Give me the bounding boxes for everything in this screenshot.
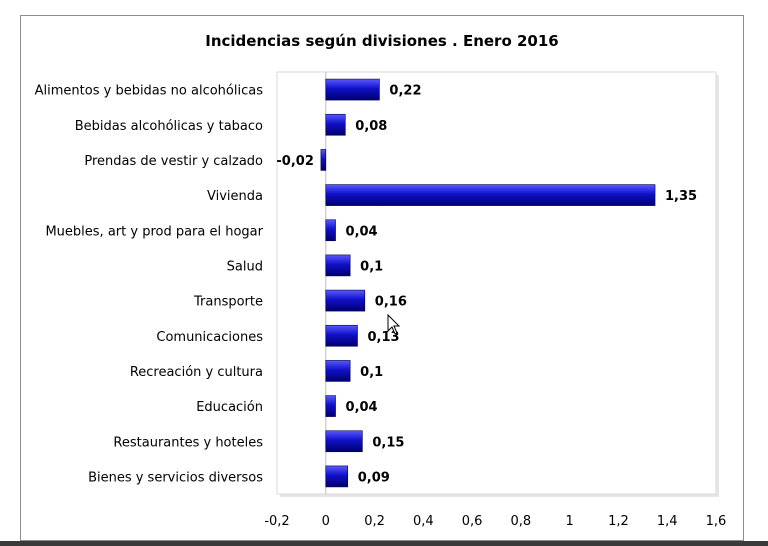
category-label: Bienes y servicios diversos — [88, 470, 263, 485]
value-label: 0,15 — [372, 435, 404, 450]
value-label: -0,02 — [276, 154, 313, 169]
bar — [325, 465, 349, 488]
mouse-cursor-icon — [387, 313, 401, 335]
bar — [325, 430, 363, 453]
bar — [320, 149, 327, 171]
bar — [325, 395, 336, 417]
x-tick-label: -0,2 — [264, 514, 289, 529]
category-labels: Alimentos y bebidas no alcohólicas Bebida… — [35, 84, 264, 486]
x-tick-label: 1 — [566, 514, 574, 529]
category-label: Transporte — [193, 295, 263, 310]
x-tick-label: 0 — [322, 514, 330, 529]
x-tick-label: 0,8 — [511, 514, 532, 529]
value-label: 0,22 — [389, 84, 421, 99]
bar — [325, 78, 380, 101]
x-tick-label: 0,6 — [462, 514, 483, 529]
value-label: 0,08 — [355, 119, 387, 134]
value-label: 0,1 — [360, 259, 383, 274]
x-tick-label: 1,6 — [706, 514, 727, 529]
bar — [325, 254, 351, 277]
bar — [325, 289, 366, 312]
category-label: Muebles, art y prod para el hogar — [45, 224, 263, 239]
value-label: 0,16 — [375, 295, 407, 310]
bottom-strip — [0, 541, 768, 546]
chart-title: Incidencias según divisiones . Enero 201… — [205, 32, 559, 50]
value-label: 1,35 — [665, 189, 697, 204]
plot-area — [276, 71, 719, 497]
plot-box — [276, 71, 717, 495]
category-label: Alimentos y bebidas no alcohólicas — [35, 84, 264, 99]
value-label: 0,09 — [358, 470, 390, 485]
x-tick-label: 0,2 — [364, 514, 385, 529]
x-tick-label: 1,2 — [608, 514, 629, 529]
value-label: 0,04 — [346, 400, 378, 415]
category-label: Educación — [196, 400, 263, 415]
category-label: Recreación y cultura — [130, 365, 263, 380]
bar — [325, 324, 358, 347]
bar — [325, 219, 336, 242]
x-tick-label: 1,4 — [657, 514, 678, 529]
category-label: Bebidas alcohólicas y tabaco — [75, 119, 263, 134]
bars-group — [320, 78, 656, 488]
category-label: Vivienda — [207, 189, 263, 204]
value-label: 0,04 — [346, 224, 378, 239]
x-tick-labels: -0,2 0 0,2 0,4 0,6 0,8 1 1,2 1,4 1,6 — [264, 514, 726, 529]
value-labels: 0,22 0,08 -0,02 1,35 0,04 0,1 0,16 0,13 0,1 0,04 0… — [276, 84, 697, 486]
category-label: Salud — [227, 259, 263, 274]
bar — [325, 184, 656, 206]
category-label: Comunicaciones — [156, 330, 263, 345]
x-tick-label: 0,4 — [413, 514, 434, 529]
category-label: Prendas de vestir y calzado — [84, 154, 263, 169]
bar — [325, 360, 351, 382]
value-label: 0,1 — [360, 365, 383, 380]
bar — [325, 113, 346, 136]
category-label: Restaurantes y hoteles — [113, 435, 263, 450]
value-label: 0,13 — [367, 330, 399, 345]
